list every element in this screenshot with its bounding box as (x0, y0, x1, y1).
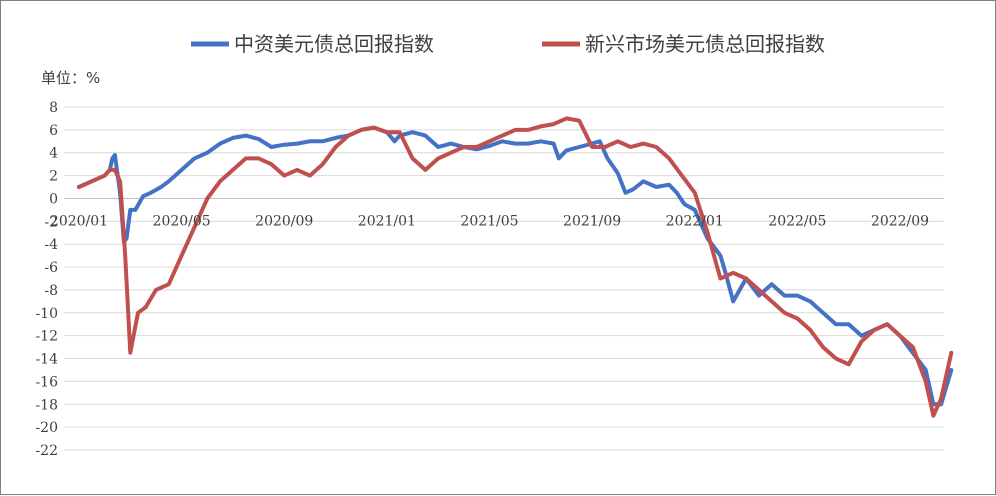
y-tick-label-14: -20 (35, 420, 58, 436)
y-tick-label-7: -6 (44, 260, 58, 276)
legend-label-0: 中资美元债总回报指数 (234, 32, 434, 56)
x-tick-label-5: 2021/09 (563, 213, 621, 229)
y-tick-label-13: -18 (35, 397, 58, 413)
series-lines (77, 116, 954, 418)
x-tick-label-6: 2022/01 (666, 213, 724, 229)
y-tick-label-9: -10 (35, 306, 58, 322)
x-axis: 2020/01 2020/05 2020/09 2021/01 2021/05 2021/… (50, 213, 929, 229)
x-tick-label-7: 2022/05 (768, 213, 826, 229)
y-tick-label-3: 2 (49, 169, 58, 185)
x-tick-label-8: 2022/09 (871, 213, 929, 229)
gridlines (64, 106, 944, 451)
y-tick-label-8: -8 (44, 283, 58, 299)
unit-label: 单位：% (41, 69, 100, 87)
y-tick-label-6: -4 (44, 237, 58, 253)
y-tick-label-2: 4 (49, 146, 58, 162)
y-axis: 8 6 4 2 0 -2 -4 -6 -8 -10 -12 -14 -16 -18 -20 -22 (35, 100, 58, 459)
y-tick-label-5: -2 (44, 214, 58, 230)
series-line-0 (77, 125, 954, 407)
y-tick-label-1: 6 (49, 123, 58, 139)
legend: 中资美元债总回报指数 新兴市场美元债总回报指数 (191, 32, 825, 56)
y-tick-label-4: 0 (49, 191, 58, 207)
y-tick-label-12: -16 (35, 374, 58, 390)
x-tick-label-0: 2020/01 (50, 213, 108, 229)
y-tick-label-10: -12 (35, 329, 58, 345)
x-tick-label-3: 2021/01 (358, 213, 416, 229)
x-tick-label-4: 2021/05 (460, 213, 518, 229)
y-tick-label-11: -14 (35, 352, 58, 368)
x-tick-label-2: 2020/09 (255, 213, 313, 229)
legend-label-1: 新兴市场美元债总回报指数 (585, 32, 825, 56)
y-tick-label-15: -22 (35, 443, 58, 459)
x-tick-label-1: 2020/05 (153, 213, 211, 229)
y-tick-label-0: 8 (49, 100, 58, 116)
series-line-1 (77, 116, 954, 418)
